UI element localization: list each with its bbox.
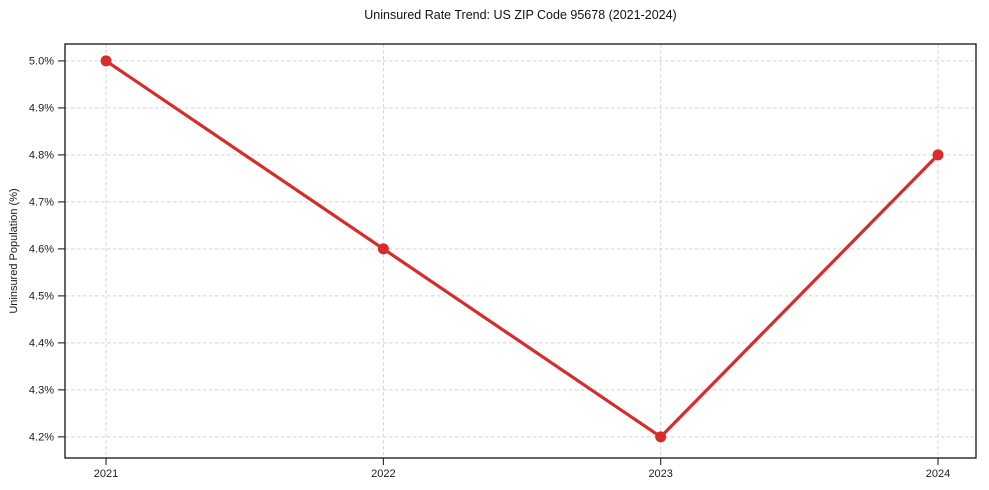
data-point-marker xyxy=(377,243,389,255)
y-tick-label: 4.2% xyxy=(29,432,54,444)
x-tick-label: 2023 xyxy=(648,468,672,480)
plot-frame xyxy=(64,43,977,459)
y-tick-label: 4.9% xyxy=(29,103,54,115)
y-tick-label: 4.6% xyxy=(29,244,54,256)
chart-title: Uninsured Rate Trend: US ZIP Code 95678 … xyxy=(364,8,677,22)
y-axis-label: Uninsured Population (%) xyxy=(8,188,20,314)
y-tick-label: 4.7% xyxy=(29,197,54,209)
y-tick-label: 5.0% xyxy=(29,56,54,68)
x-tick-label: 2021 xyxy=(94,468,118,480)
data-point-marker xyxy=(100,55,112,67)
y-tick-label: 4.5% xyxy=(29,291,54,303)
y-tick-label: 4.8% xyxy=(29,150,54,162)
y-tick-label: 4.4% xyxy=(29,338,54,350)
trend-line xyxy=(104,59,940,439)
data-point-marker xyxy=(932,149,944,161)
x-tick-label: 2022 xyxy=(371,468,395,480)
x-tick-label: 2024 xyxy=(926,468,950,480)
y-tick-label: 4.3% xyxy=(29,385,54,397)
data-point-marker xyxy=(655,431,667,443)
